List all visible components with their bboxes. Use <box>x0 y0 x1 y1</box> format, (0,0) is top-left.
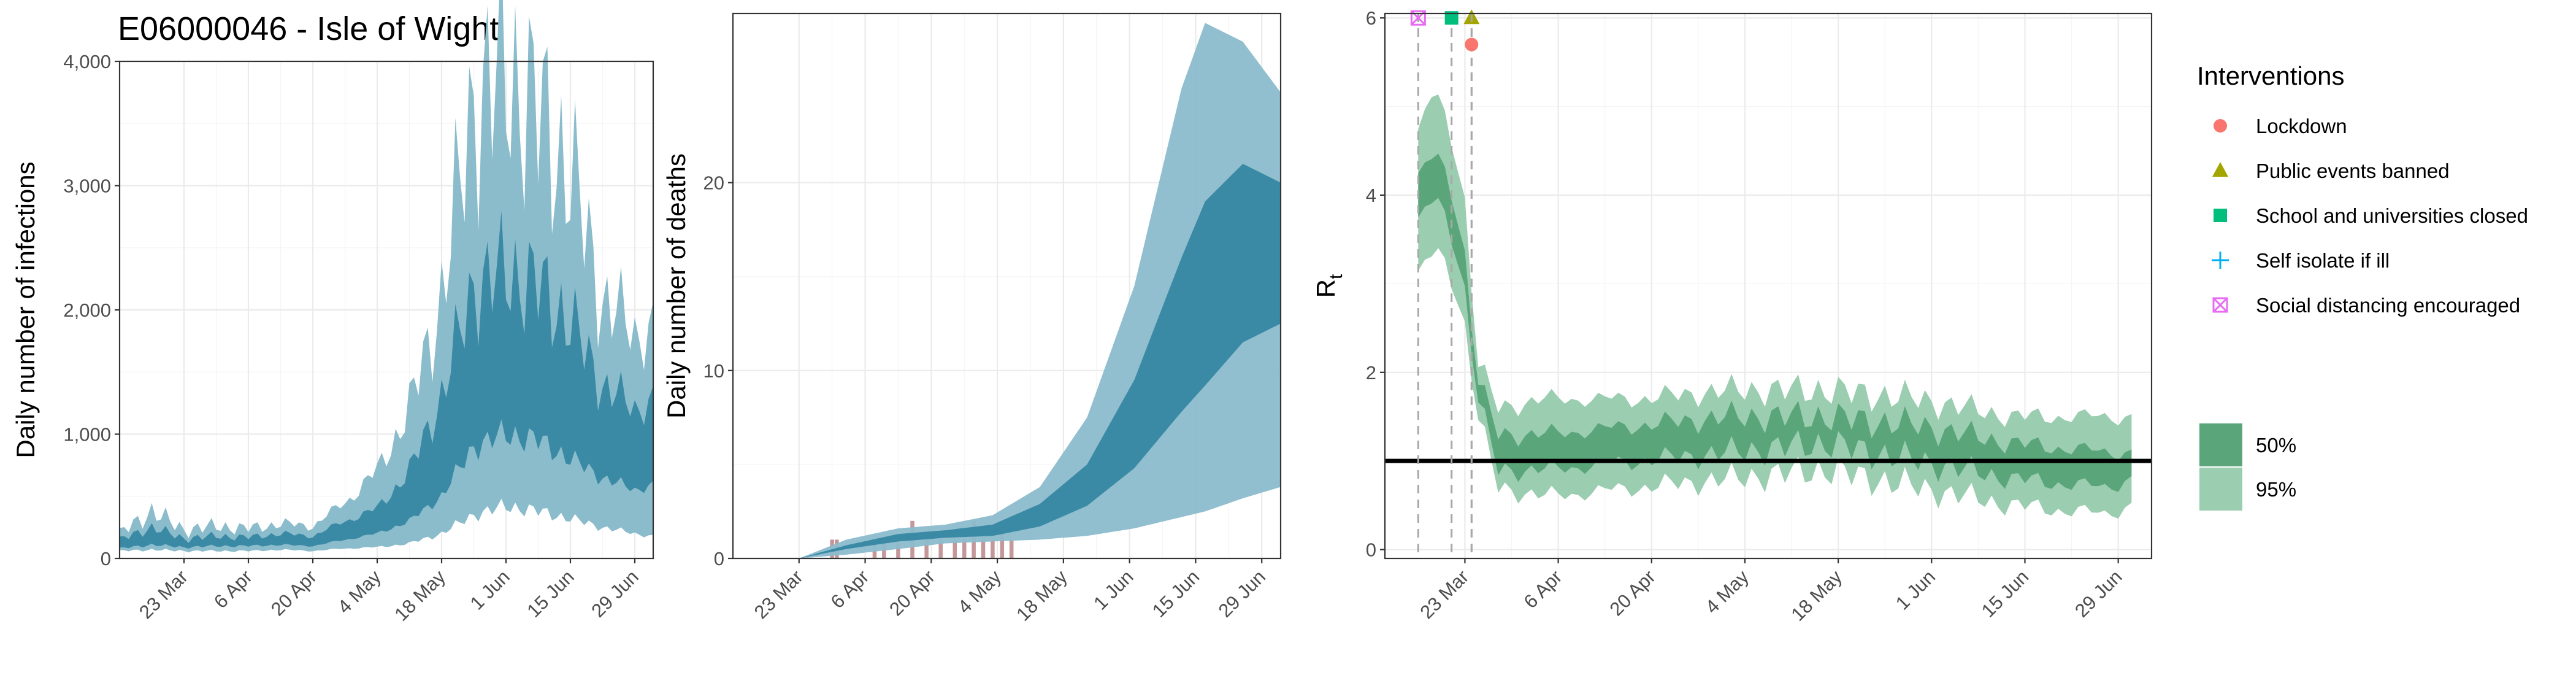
deaths-observed-bar <box>924 539 929 558</box>
infections-y-axis-title: Daily number of infections <box>11 161 40 458</box>
legend-interval-swatch <box>2199 423 2242 466</box>
infections-x-tick-label: 20 Apr <box>267 566 321 620</box>
rt-panel: 0 2 4 6 23 Mar 6 Apr 20 Apr 4 May 18 May 1 Jun 15 … <box>1311 7 2153 625</box>
deaths-x-tick-label: 20 Apr <box>885 566 939 620</box>
deaths-observed-bar <box>962 539 967 558</box>
rt-x-tick-label: 23 Mar <box>1416 566 1473 623</box>
deaths-x-tick-label: 15 Jun <box>1148 566 1204 622</box>
infections-x-tick-label: 23 Mar <box>135 566 192 623</box>
infections-95-band <box>120 0 653 553</box>
legend-marker-plus <box>2212 252 2229 269</box>
rt-95-band <box>1418 94 2132 519</box>
legend-marker-circle <box>2214 119 2227 133</box>
deaths-observed-bar <box>938 539 943 558</box>
intervention-marker-circle <box>1465 37 1479 52</box>
legend-intervention-label: Public events banned <box>2256 160 2450 182</box>
deaths-50-band <box>799 164 1281 558</box>
legend-intervention-label: Self isolate if ill <box>2256 249 2390 272</box>
deaths-panel: 0 10 20 23 Mar 6 Apr 20 Apr 4 May 18 May 1 Jun 15… <box>662 12 1282 625</box>
legend-interval-label: 95% <box>2256 478 2296 501</box>
rt-x-tick-label: 6 Apr <box>1520 566 1566 612</box>
rt-50-band <box>1418 153 2132 492</box>
deaths-x-tick-label: 6 Apr <box>827 566 873 612</box>
deaths-x-tick-label: 29 Jun <box>1214 566 1270 622</box>
legend-interventions-title: Interventions <box>2197 61 2344 90</box>
deaths-y-tick-label: 20 <box>703 172 724 194</box>
legend-interval-swatch <box>2199 468 2242 511</box>
infections-x-tick-label: 29 Jun <box>587 566 643 622</box>
infections-y-tick-label: 3,000 <box>63 176 111 197</box>
legend-marker-square-cross-x <box>2212 297 2228 313</box>
rt-x-tick-label: 4 May <box>1701 566 1753 618</box>
infections-50-band <box>120 210 653 549</box>
legend-marker-square-cross <box>2212 297 2228 313</box>
legend: Interventions Lockdown Public events bann… <box>2197 61 2528 511</box>
rt-y-axis-title: Rt <box>1311 274 1346 298</box>
deaths-x-tick-label: 23 Mar <box>750 566 807 623</box>
rt-y-tick-label: 2 <box>1366 362 1376 384</box>
infections-y-tick-label: 0 <box>101 548 111 569</box>
deaths-observed-bar <box>981 539 986 558</box>
rt-x-tick-label: 15 Jun <box>1977 566 2033 622</box>
deaths-x-tick-label: 4 May <box>954 566 1006 618</box>
deaths-observed-bar <box>953 539 957 558</box>
rt-y-tick-label: 6 <box>1366 7 1376 29</box>
deaths-x-tick-label: 18 May <box>1012 566 1071 625</box>
legend-marker-square <box>2214 209 2227 222</box>
deaths-y-axis-title: Daily number of deaths <box>662 153 691 419</box>
infections-x-tick-label: 18 May <box>390 566 450 625</box>
deaths-y-tick-label: 10 <box>703 360 724 382</box>
infections-x-tick-label: 6 Apr <box>210 566 256 612</box>
rt-y-tick-label: 4 <box>1366 185 1376 206</box>
deaths-panel-frame <box>732 12 1282 560</box>
rt-x-tick-label: 29 Jun <box>2071 566 2126 622</box>
infections-y-tick-label: 2,000 <box>63 299 111 321</box>
deaths-x-tick-label: 1 Jun <box>1089 566 1137 614</box>
infections-x-tick-label: 15 Jun <box>523 566 578 622</box>
legend-intervention-label: Social distancing encouraged <box>2256 294 2520 317</box>
rt-y-tick-label: 0 <box>1366 539 1376 561</box>
deaths-observed-bar <box>991 539 995 558</box>
deaths-observed-bar <box>1009 539 1014 558</box>
infections-x-tick-label: 1 Jun <box>466 566 514 614</box>
intervention-marker-square-cross <box>1410 10 1426 26</box>
infections-panel: 0 1,000 2,000 3,000 4,000 23 Mar 6 Apr 20 Apr 4 … <box>11 0 654 625</box>
rt-x-tick-label: 1 Jun <box>1892 566 1939 614</box>
rt-panel-frame <box>1384 12 2153 560</box>
legend-intervention-label: Lockdown <box>2256 115 2347 137</box>
rt-x-tick-label: 20 Apr <box>1606 566 1660 620</box>
legend-intervention-label: School and universities closed <box>2256 204 2528 227</box>
legend-interval-label: 50% <box>2256 434 2296 457</box>
legend-marker-triangle <box>2212 162 2228 177</box>
infections-x-tick-label: 4 May <box>334 566 386 618</box>
figure-title: E06000046 - Isle of Wight <box>118 10 499 47</box>
infections-y-tick-label: 4,000 <box>63 51 111 72</box>
intervention-marker-square <box>1444 11 1459 25</box>
infections-y-tick-label: 1,000 <box>63 424 111 446</box>
deaths-y-tick-label: 0 <box>714 548 724 569</box>
rt-x-tick-label: 18 May <box>1787 566 1846 625</box>
